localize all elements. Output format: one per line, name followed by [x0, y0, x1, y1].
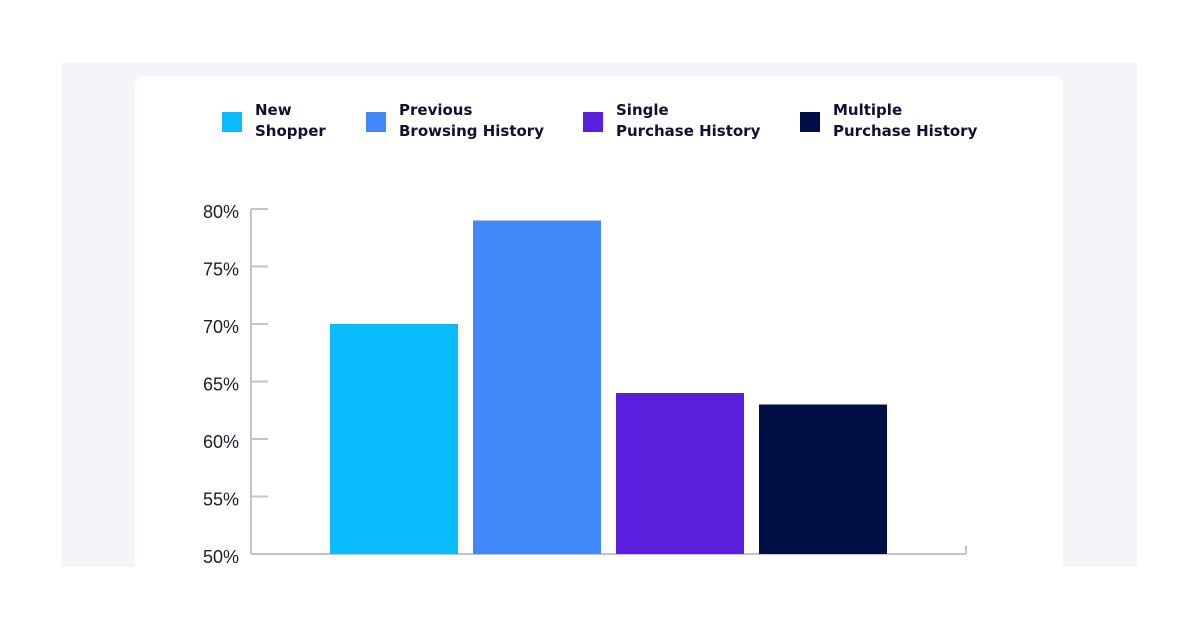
- legend-swatch: [222, 112, 242, 132]
- legend-item: Previous Browsing History: [366, 100, 544, 142]
- legend-item: New Shopper: [222, 100, 326, 142]
- y-tick-label: 65%: [203, 374, 239, 394]
- legend-swatch: [800, 112, 820, 132]
- y-tick-label: 55%: [203, 489, 239, 509]
- bar: [759, 404, 887, 554]
- y-tick-label: 50%: [203, 547, 239, 567]
- bar: [330, 324, 458, 554]
- legend-label: Single Purchase History: [616, 101, 761, 140]
- y-tick-label: 75%: [203, 259, 239, 279]
- legend-item: Single Purchase History: [583, 100, 760, 142]
- legend-swatch: [583, 112, 603, 132]
- bar: [616, 393, 744, 554]
- bar: [473, 220, 601, 554]
- y-tick-label: 80%: [203, 202, 239, 222]
- y-tick-label: 70%: [203, 317, 239, 337]
- legend-item: Multiple Purchase History: [800, 100, 977, 142]
- legend-label: Multiple Purchase History: [833, 101, 978, 140]
- legend-label: Previous Browsing History: [399, 101, 544, 140]
- y-tick-label: 60%: [203, 432, 239, 452]
- legend-label: New Shopper: [255, 101, 326, 140]
- legend-swatch: [366, 112, 386, 132]
